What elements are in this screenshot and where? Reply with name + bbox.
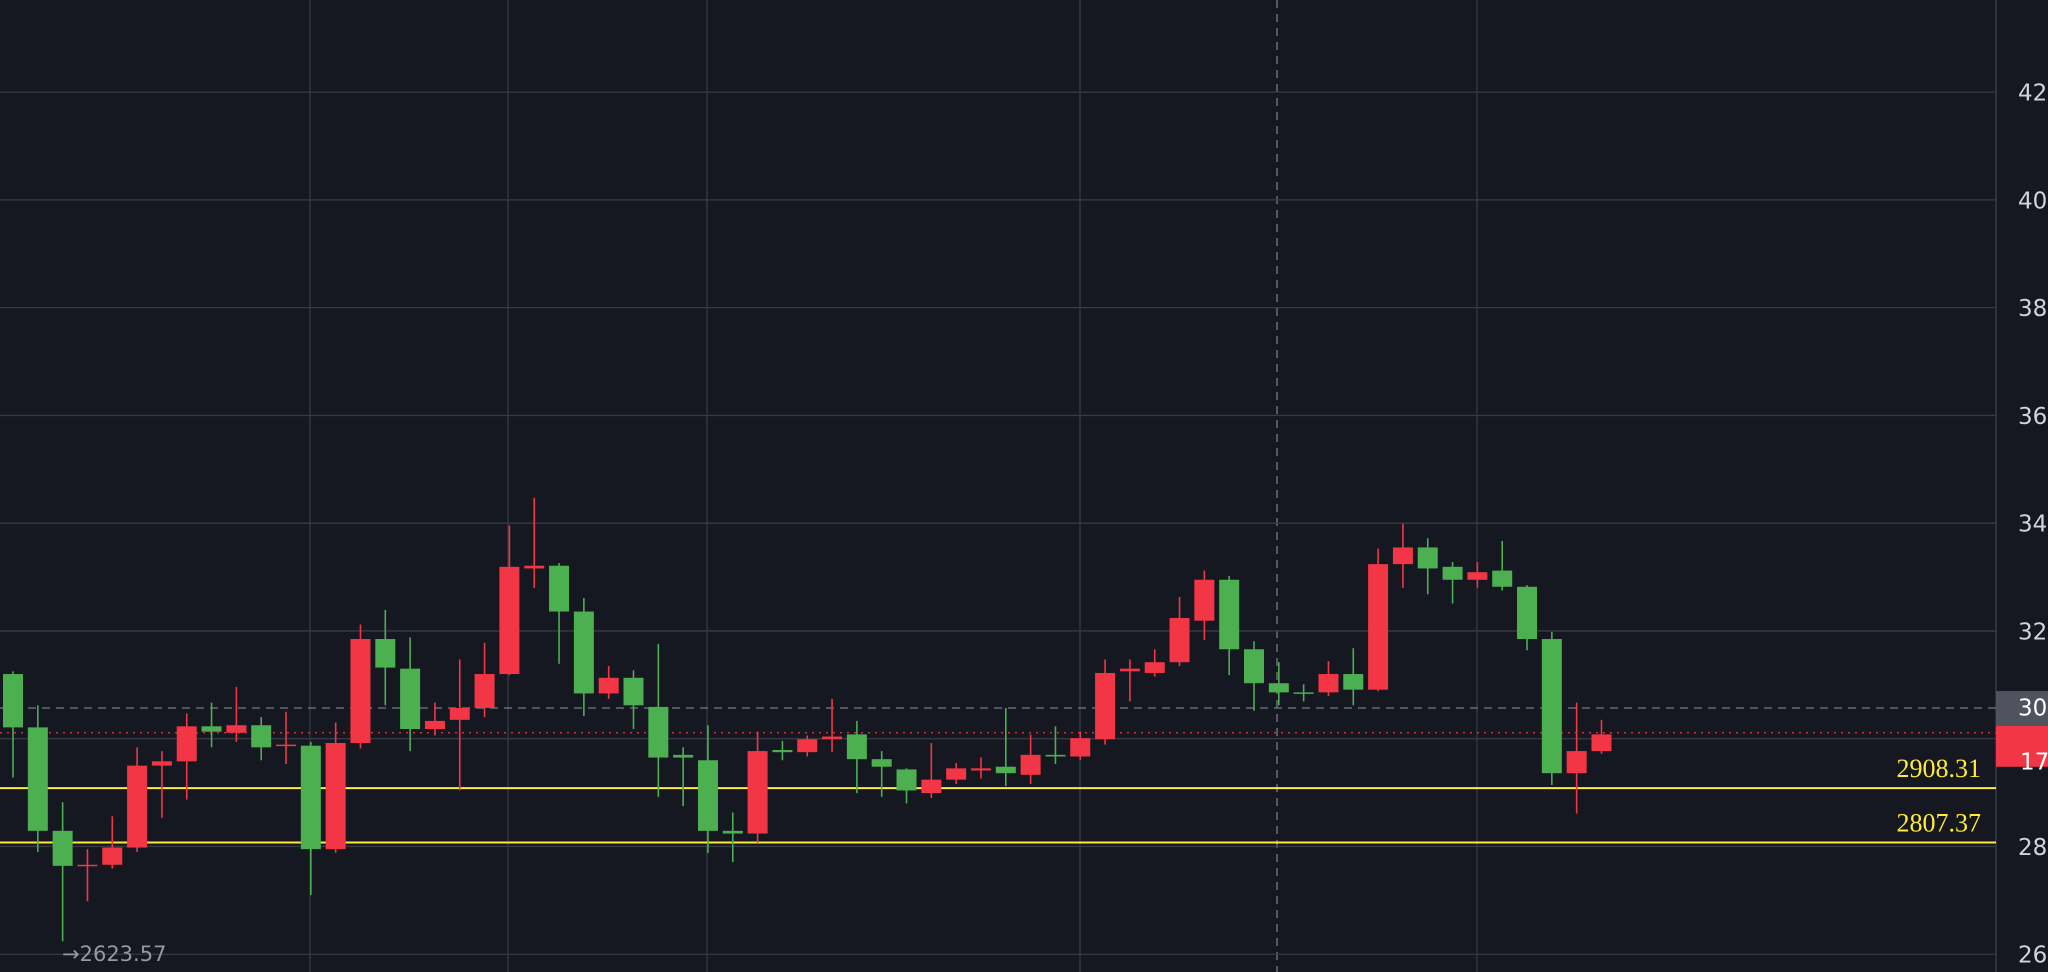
candle-body: [251, 725, 272, 748]
price-line-label: 2908.31: [1897, 754, 1982, 783]
candle-body: [176, 726, 197, 762]
crosshair-tag: [1996, 690, 2048, 726]
candle-body: [623, 677, 644, 706]
candle-body: [27, 727, 48, 831]
candle-body: [673, 754, 694, 758]
candle-body: [1318, 674, 1339, 693]
candle-body: [1368, 564, 1389, 690]
candle-body: [1219, 579, 1240, 650]
candle-body: [127, 765, 148, 848]
candle-body: [722, 830, 743, 834]
candle-body: [1392, 547, 1413, 565]
candle-body: [1144, 662, 1165, 673]
candle-body: [1343, 674, 1364, 690]
candle-body: [1194, 579, 1215, 621]
y-tick-label: 3800: [2018, 296, 2048, 322]
candle-body: [350, 639, 371, 744]
candle-body: [102, 847, 123, 865]
candle-body: [524, 565, 545, 569]
candle-body: [1591, 734, 1612, 752]
candle-body: [697, 760, 718, 831]
y-tick-label: 4200: [2018, 81, 2048, 107]
candle-body: [1541, 639, 1562, 774]
candle-body: [1244, 649, 1264, 684]
candle-body: [921, 779, 942, 794]
candle-body: [1070, 738, 1091, 757]
candle-body: [970, 768, 991, 771]
candle-body: [77, 864, 98, 867]
candle-body: [276, 744, 297, 747]
candle-body: [822, 736, 843, 740]
candle-body: [995, 766, 1016, 774]
countdown-label: 17: [2020, 749, 2048, 775]
candle-body: [1095, 672, 1116, 740]
candle-body: [946, 768, 967, 780]
candle-body: [474, 674, 495, 708]
candle-body: [1417, 547, 1438, 569]
candle-body: [648, 706, 669, 758]
y-tick-label: 4000: [2018, 188, 2048, 214]
candle-body: [52, 830, 73, 866]
candle-body: [846, 734, 867, 760]
low-annotation: →2623.57: [62, 942, 166, 966]
candle-body: [400, 668, 421, 729]
candle-body: [549, 565, 570, 612]
y-tick-label: 2600: [2018, 943, 2048, 969]
candle-body: [300, 745, 321, 850]
candle-body: [896, 769, 917, 791]
candle-body: [1169, 618, 1190, 663]
candle-body: [871, 759, 892, 767]
candle-body: [1119, 668, 1140, 672]
y-tick-label: 2800: [2018, 835, 2048, 861]
candle-body: [3, 674, 23, 728]
candle-body: [598, 677, 619, 694]
candle-body: [1467, 572, 1488, 580]
candle-body: [1492, 570, 1513, 587]
candle-body: [573, 611, 594, 694]
candle-body: [226, 725, 247, 733]
y-tick-label: 3200: [2018, 619, 2048, 645]
candle-body: [201, 726, 222, 732]
candle-body: [325, 743, 346, 850]
price-line-label: 2807.37: [1897, 808, 1982, 837]
candle-body: [424, 720, 445, 729]
candle-body: [499, 566, 520, 675]
candle-body: [747, 751, 768, 834]
candle-body: [1517, 586, 1538, 640]
y-tick-label: 3400: [2018, 512, 2048, 538]
candle-body: [375, 639, 396, 668]
y-tick-label: 3600: [2018, 404, 2048, 430]
candle-body: [151, 761, 172, 766]
candle-body: [772, 750, 793, 753]
candle-body: [797, 739, 818, 753]
candle-body: [1442, 566, 1463, 580]
candle-body: [1045, 754, 1066, 757]
candle-body: [1293, 692, 1314, 694]
candle-body: [1268, 683, 1289, 693]
candle-body: [449, 707, 470, 720]
candle-body: [1566, 751, 1587, 774]
crosshair-price-label: 3057: [2018, 695, 2048, 721]
candle-body: [1020, 754, 1041, 775]
